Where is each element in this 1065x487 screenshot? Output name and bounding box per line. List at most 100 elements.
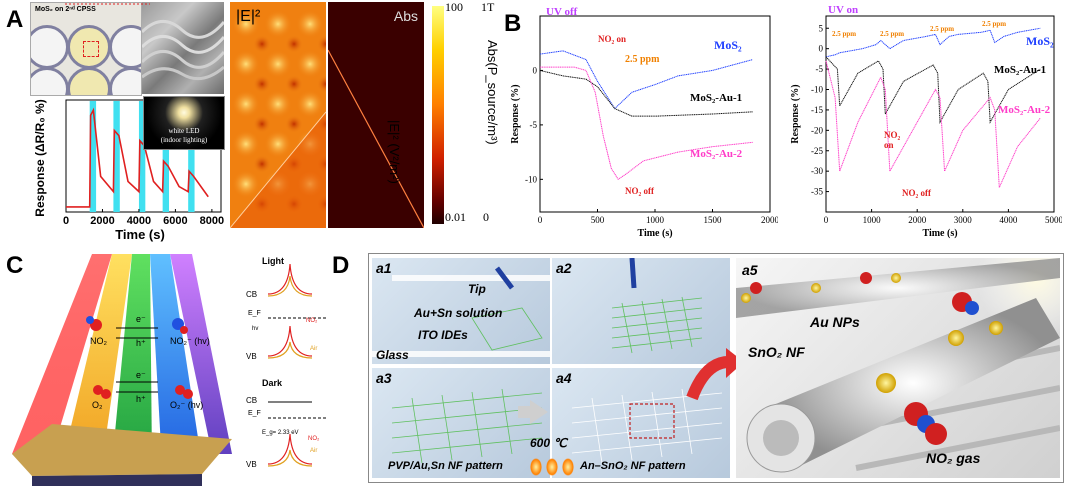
a2-grid bbox=[611, 258, 703, 354]
panel-label-d: D bbox=[332, 252, 350, 279]
sem-texture bbox=[142, 20, 224, 81]
chart-b1-ylabel: Response (%) bbox=[510, 84, 521, 143]
led-on-band bbox=[188, 101, 195, 212]
x-tick-label: 5000 bbox=[1045, 215, 1062, 225]
petri-dish bbox=[31, 25, 69, 69]
y-tick-label: -15 bbox=[811, 105, 823, 115]
x-tick-label: 4000 bbox=[127, 215, 151, 227]
y-tick-label: -5 bbox=[816, 64, 824, 74]
field-hotspot bbox=[264, 130, 292, 158]
led-on-band bbox=[162, 101, 170, 212]
y-tick-label: 5 bbox=[819, 23, 824, 33]
led-on-band bbox=[113, 101, 120, 212]
field-hotspot bbox=[264, 90, 292, 118]
b1-label-au1: MoS₂-Au-1 bbox=[690, 92, 743, 104]
x-tick-label: 0 bbox=[538, 215, 543, 225]
petri-photo: MoS₂ on 2ⁿᵈ CPSS bbox=[30, 2, 142, 96]
a5-au-nps: Au NPs bbox=[810, 314, 860, 330]
field-hotspot bbox=[232, 130, 260, 158]
c-light: Light bbox=[262, 256, 284, 266]
b2-ppm-1: 2.5 ppm bbox=[832, 30, 857, 38]
c-e-minus-2: e⁻ bbox=[136, 370, 146, 380]
a5-sno2-nf: SnO₂ NF bbox=[748, 344, 805, 360]
sem-image bbox=[142, 2, 224, 94]
b2-ppm-3: 2.5 ppm bbox=[930, 25, 955, 33]
chart-b2-ylabel: Response (%) bbox=[790, 84, 801, 143]
x-tick-label: 1500 bbox=[704, 215, 723, 225]
series-mos2-au-1 bbox=[825, 56, 1041, 124]
flame-icon bbox=[562, 458, 574, 476]
b1-no2-off: NO₂ off bbox=[625, 186, 654, 196]
zoom-lines bbox=[65, 3, 150, 5]
field-hotspot bbox=[232, 90, 260, 118]
band-diagram bbox=[267, 263, 326, 467]
a5-label: a5 bbox=[742, 262, 758, 278]
y-tick-label: -30 bbox=[811, 166, 823, 176]
series-mos2 bbox=[539, 50, 753, 110]
b2-label-au1: MoS₂-Au-1 bbox=[994, 64, 1047, 76]
field-hotspot bbox=[296, 90, 324, 118]
field-coldspot bbox=[317, 75, 326, 93]
petri-dish bbox=[67, 67, 111, 95]
c-o2: O₂ bbox=[92, 400, 103, 410]
chart-a-ylabel: Response (ΔR/R₀ %) bbox=[33, 99, 47, 216]
y-tick-label: 0 bbox=[819, 44, 824, 54]
c-h-plus-1: h⁺ bbox=[136, 338, 146, 348]
step-a3: a3 PVP/Au,Sn NF pattern bbox=[372, 368, 550, 478]
a2-label: a2 bbox=[556, 260, 572, 276]
x-tick-label: 0 bbox=[824, 215, 829, 225]
field-coldspot bbox=[253, 155, 271, 173]
zoom-box bbox=[83, 41, 99, 57]
field-hotspot bbox=[264, 10, 292, 38]
band-dark bbox=[267, 401, 326, 467]
x-tick-label: 0 bbox=[63, 215, 69, 227]
panel-label-c: C bbox=[6, 252, 24, 279]
c-hv: hv bbox=[252, 326, 259, 332]
colorbar-top-left: 100 bbox=[445, 0, 463, 14]
x-tick-label: 8000 bbox=[200, 215, 224, 227]
c-air-curve-1: Air bbox=[310, 346, 318, 352]
abs-diagonal bbox=[327, 49, 425, 229]
x-tick-label: 2000 bbox=[90, 215, 114, 227]
petri-dish bbox=[67, 25, 111, 69]
a1-ito: ITO IDEs bbox=[418, 328, 468, 342]
a4-pattern: An–SnO₂ NF pattern bbox=[580, 460, 686, 472]
c-e-minus-1: e⁻ bbox=[136, 314, 146, 324]
c-o2-minus: O₂⁻ (hv) bbox=[170, 400, 204, 410]
b1-label-mos2: MoS₂ bbox=[714, 38, 742, 52]
process-arrow-shaft bbox=[518, 406, 532, 418]
colorbar-bottom-left: 0.01 bbox=[445, 210, 466, 224]
photo-caption: MoS₂ on 2ⁿᵈ CPSS bbox=[35, 6, 96, 13]
x-tick-label: 2000 bbox=[908, 215, 927, 225]
flame-icon bbox=[530, 458, 542, 476]
chart-b-uv-off: 0 500 1000 1500 2000 -10 -5 0 Time (s) Response… bbox=[510, 15, 778, 239]
abs-map: Abs bbox=[327, 2, 425, 229]
y-tick-label: -10 bbox=[525, 174, 537, 184]
field-coldspot bbox=[285, 35, 303, 53]
y-tick-label: -25 bbox=[811, 146, 823, 156]
chart-a-trace bbox=[66, 107, 209, 208]
c-no2-curve-2: NO₂ bbox=[308, 436, 320, 442]
x-tick-label: 1000 bbox=[863, 215, 882, 225]
b2-label-mos2: MoS₂ bbox=[1026, 34, 1054, 48]
led-label-2: (indoor lighting) bbox=[160, 136, 208, 144]
process-arrow-icon bbox=[530, 400, 548, 424]
led-on-band bbox=[138, 101, 146, 212]
c-h-plus-2: h⁺ bbox=[136, 394, 146, 404]
b2-ppm-4: 2.5 ppm bbox=[982, 20, 1007, 28]
colorbar-axis-right: Abs(P_source/m³) bbox=[485, 40, 500, 145]
a4-label: a4 bbox=[556, 370, 572, 386]
light-cone-illustration: e⁻ h⁺ NO₂ NO₂⁻ (hv) e⁻ h⁺ O₂ O₂⁻ (hv) bbox=[12, 254, 232, 486]
colorbar bbox=[432, 6, 444, 224]
field-hotspot bbox=[232, 170, 260, 198]
b2-no2-on: NO₂ on bbox=[884, 130, 901, 150]
x-tick-label: 3000 bbox=[954, 215, 973, 225]
d-temp: 600 ℃ bbox=[530, 436, 567, 450]
step-a2: a2 bbox=[552, 258, 730, 364]
colorbar-bottom-right: 0 bbox=[483, 210, 489, 224]
a5-no2-gas: NO₂ gas bbox=[926, 450, 981, 466]
led-label-1: white LED bbox=[168, 127, 200, 135]
a3-pattern: PVP/Au,Sn NF pattern bbox=[388, 460, 503, 472]
chart-b-uv-on: 0 1000 2000 3000 4000 5000 -35 -30 -25 -20 -15 -10 -… bbox=[790, 15, 1062, 239]
c-air-curve-2: Air bbox=[310, 448, 318, 454]
